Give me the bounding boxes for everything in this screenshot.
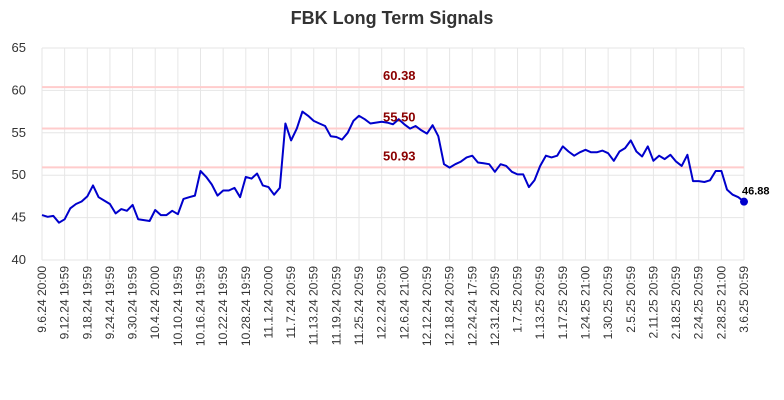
x-tick-label: 1.30.25 20:59 — [601, 266, 615, 340]
x-tick-label: 9.24.24 19:59 — [103, 266, 117, 340]
x-tick-label: 9.6.24 20:00 — [35, 266, 49, 333]
signal-levels — [42, 86, 744, 169]
grid-lines — [41, 47, 745, 261]
x-tick-label: 11.1.24 20:00 — [261, 266, 275, 339]
x-tick-label: 11.7.24 20:59 — [284, 266, 298, 339]
signal-level-label: 50.93 — [383, 148, 416, 163]
x-axis: 9.6.24 20:00 9.12.24 19:59 9.18.24 19:59 9.… — [35, 266, 751, 346]
price-line — [41, 110, 745, 224]
last-value-label: 46.88 — [742, 186, 770, 198]
x-tick-label: 3.6.25 20:59 — [737, 266, 751, 333]
x-tick-label: 12.31.24 20:59 — [488, 266, 502, 346]
y-tick-label: 50 — [12, 167, 26, 182]
x-tick-label: 10.10.24 19:59 — [171, 266, 185, 346]
y-axis: 40 45 50 55 60 65 — [12, 40, 26, 267]
last-point-marker — [740, 197, 748, 206]
signal-level-label: 60.38 — [383, 68, 416, 83]
y-tick-label: 45 — [12, 210, 26, 225]
x-tick-label: 2.18.25 20:59 — [669, 266, 683, 340]
x-tick-label: 12.12.24 20:59 — [420, 266, 434, 346]
x-tick-label: 1.17.25 20:59 — [556, 266, 570, 340]
x-tick-label: 10.28.24 19:59 — [239, 266, 253, 346]
x-tick-label: 2.28.25 21:00 — [714, 266, 728, 340]
x-tick-label: 1.13.25 20:59 — [533, 266, 547, 340]
chart-title: FBK Long Term Signals — [290, 8, 494, 28]
x-tick-label: 1.7.25 20:59 — [511, 266, 525, 333]
level-labels: 60.38 55.50 50.93 46.88 — [383, 68, 770, 197]
x-tick-label: 9.12.24 19:59 — [58, 266, 72, 340]
x-tick-label: 1.24.25 21:00 — [578, 266, 592, 340]
x-tick-label: 2.24.25 20:59 — [692, 266, 706, 340]
x-tick-label: 10.22.24 19:59 — [216, 266, 230, 346]
x-tick-label: 10.16.24 19:59 — [194, 266, 208, 346]
signal-level-label: 55.50 — [383, 110, 416, 125]
x-tick-label: 9.18.24 19:59 — [80, 266, 94, 340]
y-tick-label: 55 — [12, 125, 26, 140]
x-tick-label: 12.18.24 20:59 — [443, 266, 457, 346]
x-tick-label: 2.11.25 20:59 — [646, 266, 660, 339]
x-tick-label: 12.6.24 21:00 — [397, 266, 411, 340]
x-tick-label: 2.5.25 20:59 — [624, 266, 638, 333]
x-tick-label: 11.25.24 20:59 — [352, 266, 366, 346]
x-tick-label: 10.4.24 20:00 — [148, 266, 162, 340]
price-series — [41, 110, 748, 224]
x-tick-label: 11.13.24 20:59 — [307, 266, 321, 346]
x-tick-label: 12.2.24 20:59 — [375, 266, 389, 340]
y-tick-label: 40 — [12, 252, 26, 267]
y-tick-label: 65 — [12, 40, 26, 55]
y-tick-label: 60 — [12, 82, 26, 97]
x-tick-label: 9.30.24 19:59 — [126, 266, 140, 340]
x-tick-label: 12.24.24 17:59 — [465, 266, 479, 346]
x-tick-label: 11.19.24 20:59 — [329, 266, 343, 346]
